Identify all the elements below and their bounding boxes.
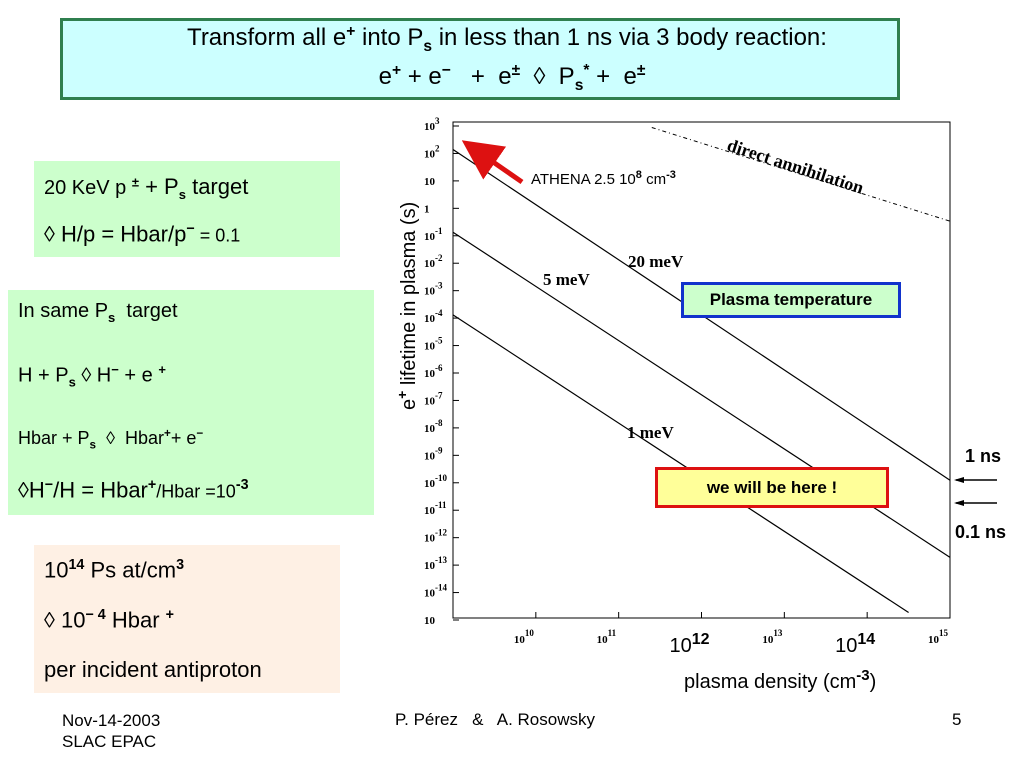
y-tick-label: 10-6 [424,363,443,380]
box2-line1: In same Ps target [18,300,178,325]
box2-line4: ◊H−/H = Hbar+/Hbar =10-3 [18,477,249,503]
reaction-info-box: In same Ps target H + Ps ◊ H− + e + Hbar… [8,290,374,515]
y-tick-label: 10-12 [424,528,447,545]
y-tick-label: 10-5 [424,336,443,353]
y-tick-label: 10-7 [424,390,443,407]
y-tick-label: 102 [424,143,440,160]
footer-venue: SLAC EPAC [62,732,157,751]
title-box [60,18,900,100]
y-tick-label: 10-14 [424,583,447,600]
series-lines: 20 meV 5 meV 1 meV [452,127,951,613]
box3-line2: ◊ 10− 4 Hbar + [44,607,175,633]
we-will-be-here-callout: we will be here ! [655,467,889,508]
target-info-box: 20 KeV p ± + Ps target ◊ H/p = Hbar/p− =… [34,161,340,257]
footer-authors: P. Pérez & A. Rosowsky [395,710,595,729]
athena-label: ATHENA 2.5 108 cm-3 [531,169,676,188]
y-tick-label: 103 [424,116,440,133]
series-label: 5 meV [543,270,590,289]
y-axis-label: e+ lifetime in plasma (s) [394,202,420,410]
box2-line3: Hbar + Ps ◊ Hbar++ e− [18,427,204,452]
y-axis: 10310210110-110-210-310-410-510-610-710-… [424,116,459,627]
series-line-direct-annihilation [651,127,951,222]
box3-line3: per incident antiproton [44,657,262,682]
title-line2: e+ + e− + e± ◊ Ps* + e± [378,62,646,94]
point-one-ns-label: 0.1 ns [955,522,1006,542]
athena-arrow [461,140,524,185]
box1-line1: 20 KeV p ± + Ps target [44,174,249,202]
x-tick-label: 1012 [670,631,710,657]
series-line-1-mev [452,314,909,613]
box2-line2: H + Ps ◊ H− + e + [18,362,166,390]
y-tick-label: 10-4 [424,308,443,325]
yield-info-box: 1014 Ps at/cm3 ◊ 10− 4 Hbar + per incide… [34,545,340,693]
y-tick-label: 10-9 [424,445,443,462]
box1-line2: ◊ H/p = Hbar/p− = 0.1 [44,221,241,247]
direct-annihilation-label: direct annihilation [725,135,866,198]
y-tick-label: 10-11 [424,500,447,517]
y-tick-label: 10-2 [424,253,443,270]
title-line1: Transform all e+ into Ps in less than 1 … [187,23,827,55]
y-tick-label: 1 [424,203,430,215]
box3-line1: 1014 Ps at/cm3 [44,557,185,583]
series-line-5-mev [452,231,951,558]
x-tick-label: 1011 [597,628,617,646]
x-axis: 1010 1011 1012 1013 1014 1015 [514,612,951,657]
y-tick-label: 10-8 [424,418,443,435]
x-tick-label: 1013 [762,628,783,646]
y-tick-label: 10-10 [424,473,447,490]
one-ns-label: 1 ns [965,446,1001,466]
y-tick-label: 10-3 [424,281,443,298]
page-number: 5 [952,710,962,729]
y-tick-label: 10 [424,615,436,627]
footer-date-venue: Nov-14-2003 SLAC EPAC [62,710,160,752]
y-tick-label: 10-13 [424,555,447,572]
x-tick-label: 1010 [514,628,535,646]
x-tick-label: 1014 [835,631,875,657]
plasma-temperature-legend: Plasma temperature [681,282,901,318]
plot-frame [452,121,951,619]
x-tick-label: 1015 [928,628,949,646]
y-tick-label: 10 [424,176,436,188]
series-label: 1 meV [627,423,674,442]
y-tick-label: 10-1 [424,226,443,243]
x-axis-label: plasma density (cm-3) [684,667,876,693]
footer-date: Nov-14-2003 [62,711,161,730]
series-label: 20 meV [628,252,684,271]
